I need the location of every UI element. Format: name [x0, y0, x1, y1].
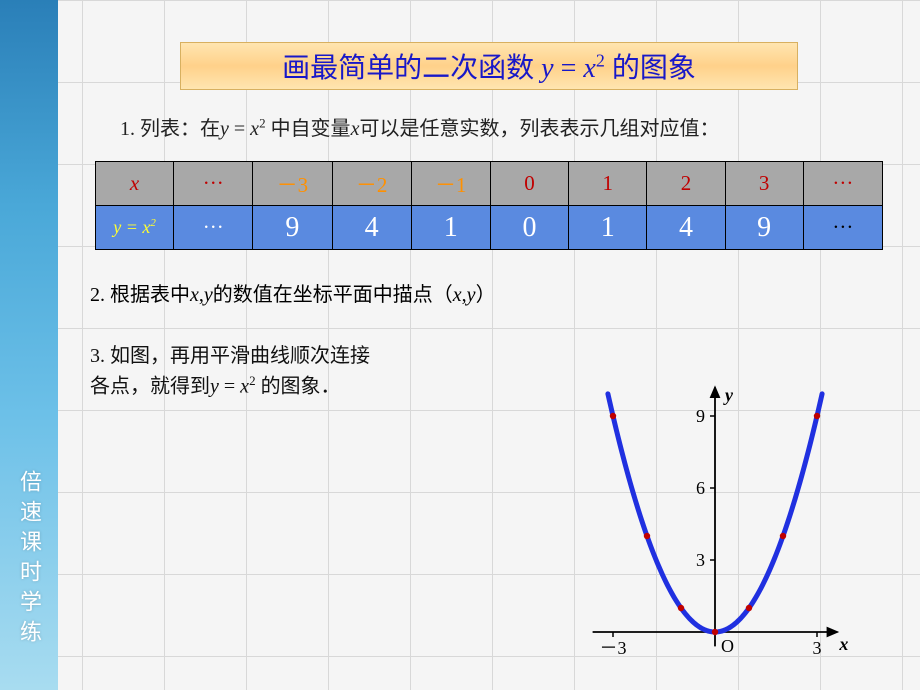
y-val: 0 [490, 206, 568, 250]
svg-text:O: O [721, 636, 734, 656]
svg-text:3: 3 [813, 638, 822, 658]
sidebar: 倍速课时学练 [0, 0, 58, 690]
svg-text:3: 3 [696, 550, 705, 570]
title-box: 画最简单的二次函数 y = x2 的图象 [180, 42, 798, 90]
y-val: 4 [332, 206, 411, 250]
x-val: －3 [253, 162, 332, 206]
y-val: 4 [647, 206, 725, 250]
x-header: x [96, 162, 174, 206]
parabola-chart: 369－33xyO [560, 372, 870, 662]
y-val: 1 [411, 206, 490, 250]
y-val: 9 [725, 206, 803, 250]
y-header: y = x2 [96, 206, 174, 250]
x-dots-left: ··· [174, 162, 253, 206]
y-val: 1 [569, 206, 647, 250]
y-val: 9 [253, 206, 332, 250]
x-val: 0 [490, 162, 568, 206]
table-header-row: x ··· －3 －2 －1 0 1 2 3 ··· [96, 162, 883, 206]
svg-text:y: y [723, 385, 734, 405]
content-area: 画最简单的二次函数 y = x2 的图象 1. 列表：在y = x2 中自变量x… [58, 0, 920, 690]
value-table: x ··· －3 －2 －1 0 1 2 3 ··· y = x2 ··· 9 … [95, 161, 883, 250]
page-title: 画最简单的二次函数 y = x2 的图象 [282, 46, 696, 86]
svg-text:x: x [838, 634, 848, 654]
x-val: －1 [411, 162, 490, 206]
x-val: 1 [569, 162, 647, 206]
x-val: 2 [647, 162, 725, 206]
step2-text: 2. 根据表中x,y的数值在坐标平面中描点（x,y） [90, 278, 920, 307]
table-data-row: y = x2 ··· 9 4 1 0 1 4 9 ··· [96, 206, 883, 250]
svg-text:9: 9 [696, 406, 705, 426]
sidebar-label: 倍速课时学练 [13, 470, 45, 650]
x-val: －2 [332, 162, 411, 206]
x-dots-right: ··· [803, 162, 882, 206]
step3-text: 3. 如图，再用平滑曲线顺次连接各点，就得到y = x2 的图象． [90, 341, 450, 402]
y-dots-right: ··· [803, 206, 882, 250]
y-dots-left: ··· [174, 206, 253, 250]
x-val: 3 [725, 162, 803, 206]
svg-text:6: 6 [696, 478, 705, 498]
step1-text: 1. 列表：在y = x2 中自变量x可以是任意实数，列表表示几组对应值： [120, 112, 920, 141]
svg-text:－3: －3 [600, 638, 627, 658]
